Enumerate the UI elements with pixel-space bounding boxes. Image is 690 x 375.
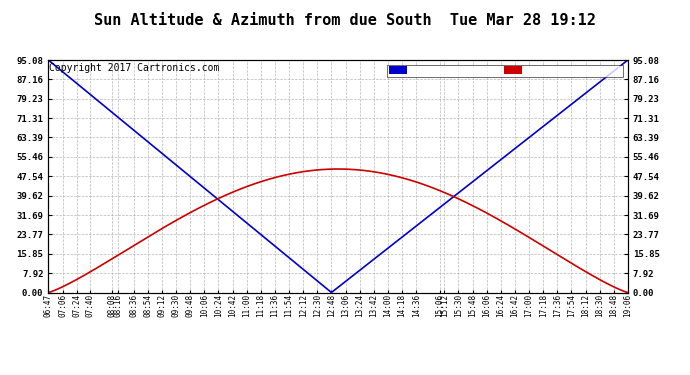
Text: Copyright 2017 Cartronics.com: Copyright 2017 Cartronics.com: [50, 63, 220, 74]
Legend: Azimuth (Angle °), Altitude (Angle °): Azimuth (Angle °), Altitude (Angle °): [387, 64, 623, 77]
Text: Sun Altitude & Azimuth from due South  Tue Mar 28 19:12: Sun Altitude & Azimuth from due South Tu…: [94, 13, 596, 28]
